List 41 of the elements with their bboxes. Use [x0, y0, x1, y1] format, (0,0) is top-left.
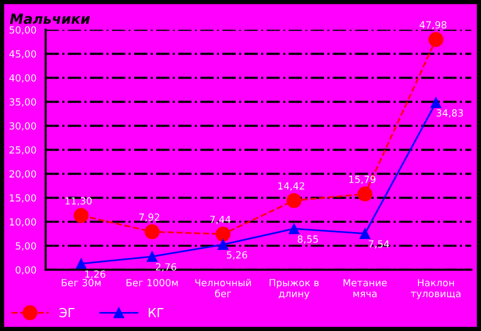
point: [74, 208, 89, 223]
point: [76, 258, 87, 270]
y-tick-label: 25,00: [10, 146, 36, 155]
x-tick-label: Наклон туловища: [410, 279, 460, 300]
data-label: 15,79: [349, 176, 376, 184]
legend-label: КГ: [148, 308, 164, 318]
y-tick-label: 15,00: [10, 194, 36, 203]
data-label: 8,55: [298, 235, 318, 244]
data-label: 14,42: [278, 182, 304, 191]
point: [286, 193, 302, 208]
data-label: 47,98: [420, 21, 446, 30]
data-label: 7,92: [139, 213, 160, 222]
y-tick-label: 35,00: [10, 98, 36, 107]
y-tick-label: 50,00: [10, 26, 36, 35]
y-tick-label: 30,00: [10, 122, 36, 131]
data-label: 5,26: [226, 251, 248, 260]
x-tick-label: Бег 1000м: [126, 278, 178, 286]
data-label: 34,83: [436, 109, 463, 118]
x-tick-label: Бег 30м: [62, 278, 101, 286]
data-label: 1,26: [85, 270, 106, 279]
data-label: 11,30: [66, 197, 92, 206]
x-tick-label: Челночный бег: [195, 278, 251, 298]
point: [218, 239, 228, 250]
y-tick-label: 40,00: [9, 74, 36, 83]
y-tick-label: 45,00: [9, 50, 36, 59]
y-tick-label: 20,00: [10, 170, 36, 179]
point: [430, 97, 442, 108]
point: [216, 226, 231, 242]
y-tick-label: 10,00: [10, 218, 36, 227]
point: [144, 224, 160, 240]
chart-title: Мальчики: [10, 14, 90, 24]
x-tick-label: Метание мяча: [344, 279, 387, 298]
y-tick-label: 5,00: [16, 242, 36, 251]
point: [288, 223, 300, 234]
point: [428, 32, 444, 47]
point: [360, 228, 370, 239]
point: [146, 251, 158, 262]
point: [357, 186, 372, 202]
y-tick-label: 0,00: [16, 266, 36, 275]
legend-label: ЭГ: [59, 308, 74, 318]
x-tick-label: Прыжок в длину: [270, 279, 319, 300]
